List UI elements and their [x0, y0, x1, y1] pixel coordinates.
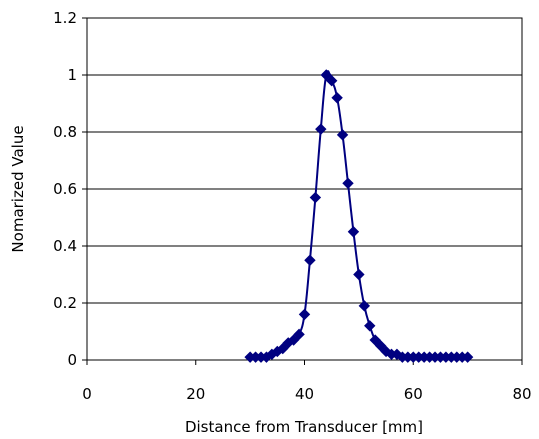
data-point-marker — [336, 129, 349, 141]
data-point-marker — [298, 308, 311, 321]
series-line — [250, 70, 468, 359]
data-point-marker — [325, 74, 338, 87]
x-tick-label: 80 — [512, 385, 531, 403]
data-point-marker — [353, 268, 365, 281]
y-tick-label: 1 — [67, 66, 77, 84]
x-tick-label: 40 — [295, 385, 314, 403]
y-tick-label: 0.6 — [53, 180, 77, 198]
data-point-marker — [315, 123, 327, 135]
data-point-marker — [374, 340, 387, 352]
y-axis-title: Nomarized Value — [9, 125, 27, 252]
data-point-marker — [309, 191, 322, 204]
data-point-marker — [364, 320, 376, 332]
x-tick-label: 20 — [186, 385, 205, 403]
data-markers — [244, 69, 474, 363]
y-tick-label: 0.4 — [53, 237, 77, 255]
data-point-marker — [347, 226, 360, 238]
data-point-marker — [304, 254, 316, 266]
y-tick-label: 0.8 — [53, 123, 77, 141]
x-tick-labels: 0 20 40 60 80 — [82, 385, 531, 403]
y-tick-labels: 0 0.2 0.4 0.6 0.8 1 1.2 — [53, 9, 77, 369]
grid-lines — [87, 74, 522, 304]
y-tick-label: 0 — [67, 351, 77, 369]
data-point-marker — [369, 334, 381, 346]
x-axis-title: Distance from Transducer [mm] — [185, 418, 423, 436]
data-point-marker — [331, 92, 343, 104]
data-point-marker — [461, 351, 474, 363]
data-point-marker — [277, 342, 289, 355]
x-tick-label: 0 — [82, 385, 92, 403]
data-point-marker — [320, 69, 332, 81]
y-tick-label: 1.2 — [53, 9, 77, 27]
data-point-marker — [342, 177, 354, 190]
data-point-marker — [358, 300, 371, 312]
data-point-marker — [287, 334, 300, 346]
x-tick-label: 60 — [404, 385, 423, 403]
y-tick-label: 0.2 — [53, 294, 77, 312]
data-point-marker — [293, 328, 305, 341]
